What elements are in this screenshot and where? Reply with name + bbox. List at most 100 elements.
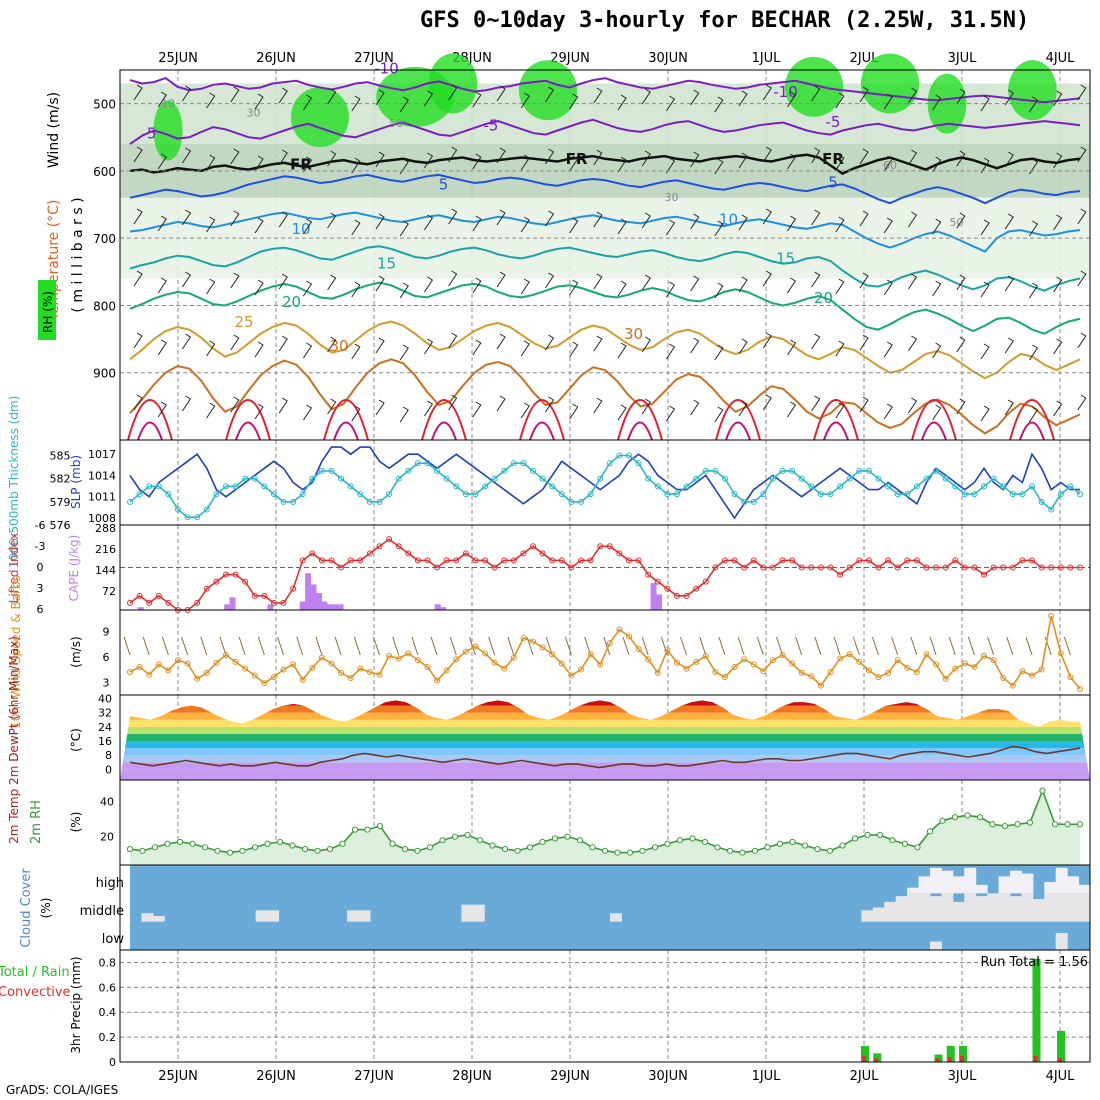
wind-speed-line-point — [645, 656, 652, 663]
lifted-index-line-point — [875, 564, 882, 571]
wind-speed-line-point — [1067, 674, 1074, 681]
wind-barb — [206, 340, 216, 357]
rh-point — [214, 847, 221, 854]
wind-barb-10m — [718, 636, 726, 656]
wind-barb — [375, 89, 385, 106]
lifted-index-line-point — [424, 557, 431, 564]
thickness-line-point — [952, 483, 959, 490]
isotherm-40-loop — [627, 421, 653, 441]
wind-side-label: Wind (m/s) — [46, 92, 62, 168]
wind-barb-10m — [737, 636, 745, 656]
wind-barb — [351, 157, 361, 174]
wind-barb — [980, 219, 990, 236]
wind-barb — [448, 332, 458, 349]
wind-barb — [1004, 399, 1014, 416]
cloud-high-bar — [941, 870, 954, 894]
isotherm-label: -10 — [773, 83, 798, 101]
wind-barb — [1004, 151, 1014, 168]
thickness-line-point — [136, 491, 143, 498]
thickness-line-point — [213, 491, 220, 498]
wind-speed-line-point — [1029, 672, 1036, 679]
lifted-index-line-point — [894, 564, 901, 571]
wind-speed-line-point — [971, 663, 978, 670]
wind-barb-10m — [334, 636, 342, 656]
rh-point — [364, 826, 371, 833]
thickness-line-point — [290, 498, 297, 505]
wind-barb — [327, 274, 337, 291]
wind-barb-10m — [929, 636, 937, 656]
wind-barb — [907, 149, 918, 166]
thickness-line-point — [942, 475, 949, 482]
lifted-index-line-point — [453, 557, 460, 564]
cape-tick: 144 — [95, 564, 116, 577]
wind-barb — [1028, 96, 1039, 113]
lifted-index-line-point — [347, 557, 354, 564]
isotherm-35-loop — [127, 399, 173, 441]
wind-barb-10m — [891, 636, 899, 656]
wind-barb — [883, 341, 893, 358]
wind-barb-10m — [1006, 636, 1014, 656]
wind-speed-line-point — [942, 675, 949, 682]
rh-point — [526, 844, 534, 851]
isotherm-label: 5 — [439, 176, 449, 194]
precip-total-bar — [934, 1054, 943, 1062]
lifted-index-line-point — [741, 564, 748, 571]
lifted-index-line-point — [923, 564, 930, 571]
rh-point — [264, 840, 271, 847]
lifted-index-line-point — [933, 564, 940, 571]
date-label-top: 25JUN — [158, 51, 198, 66]
wind-barb — [327, 336, 337, 353]
wind-barb — [980, 281, 990, 298]
wind-barb — [448, 146, 458, 163]
lifted-index-line-point — [290, 585, 297, 592]
wind-barb — [157, 277, 167, 294]
wind-speed-line-point — [654, 669, 661, 676]
lifted-index-line-point — [817, 564, 824, 571]
rh-point — [839, 842, 846, 849]
wind-barb — [1077, 394, 1087, 411]
rh-point — [1039, 787, 1046, 794]
rh-point — [514, 847, 521, 854]
isotherm-label: 20 — [282, 293, 301, 311]
cloud-high-bar — [930, 867, 942, 894]
temp-tick: 8 — [105, 749, 112, 762]
wind-barb-10m — [1025, 636, 1033, 656]
isotherm-FR — [129, 153, 1081, 176]
isotherm-20 — [129, 281, 1081, 335]
cloud-unit-label: (%) — [39, 898, 53, 919]
wind-barb — [811, 271, 821, 288]
wind-barb — [375, 399, 385, 416]
thickness-line-point — [769, 475, 776, 482]
rh-point — [776, 840, 784, 847]
date-label-top: 26JUN — [256, 51, 296, 66]
isotherm-label: -10 — [374, 59, 399, 77]
cloud-middle-bar — [998, 893, 1011, 922]
temp-band — [120, 748, 1090, 756]
cloud-middle-bar — [1032, 899, 1045, 922]
thickness-line-point — [702, 467, 709, 474]
wind-barb — [520, 402, 530, 419]
wind-barb — [206, 402, 216, 419]
wind-speed-line-point — [338, 669, 345, 676]
wind-speed-line-point — [1038, 666, 1045, 673]
slp-tick: 1011 — [88, 491, 116, 504]
wind-speed-line-point — [194, 675, 201, 682]
wind-barb — [569, 93, 579, 110]
wind-barb — [254, 155, 264, 172]
thickness-line-point — [357, 491, 364, 498]
rh-point — [739, 849, 746, 856]
lifted-index-line-point — [405, 550, 412, 557]
thickness-line-point — [165, 491, 172, 498]
rh-point — [626, 849, 634, 856]
thickness-line-point — [242, 475, 249, 482]
rh-point — [1026, 819, 1034, 826]
lifted-index-line-point — [434, 564, 441, 571]
wind-barb — [302, 94, 313, 111]
precip-tick: 0.2 — [99, 1031, 117, 1044]
wind-speed-line-point — [309, 664, 316, 671]
rh2m-unit-label: (%) — [69, 812, 83, 833]
thickness-line-point — [731, 491, 738, 498]
precip-total-bar — [1032, 958, 1041, 1062]
cloud-high-bar — [1055, 867, 1068, 894]
cape-bar — [137, 607, 144, 610]
